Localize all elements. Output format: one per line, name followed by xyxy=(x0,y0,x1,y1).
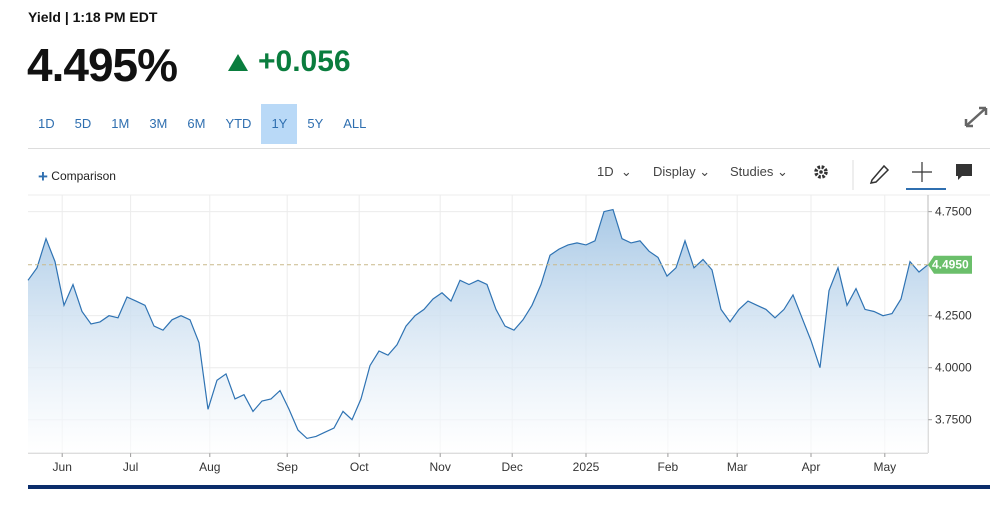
last-value-label: 4.4950 xyxy=(932,258,969,272)
expand-icon[interactable] xyxy=(962,104,990,130)
y-tick-label: 4.0000 xyxy=(935,361,972,375)
x-tick-label: Mar xyxy=(727,460,748,474)
comparison-label: Comparison xyxy=(51,169,116,183)
studies-label: Studies xyxy=(730,164,774,179)
studies-button[interactable]: Studies ⌄ xyxy=(730,164,788,179)
bottom-bar xyxy=(28,485,990,489)
tool-icons xyxy=(814,160,972,190)
range-button[interactable]: ALL xyxy=(343,116,367,131)
range-button[interactable]: 1Y xyxy=(261,104,298,144)
x-tick-label: Sep xyxy=(277,460,299,474)
x-tick-label: Oct xyxy=(350,460,369,474)
area xyxy=(28,209,928,453)
x-tick-label: Feb xyxy=(658,460,679,474)
range-button[interactable]: 1D xyxy=(38,116,55,131)
comment-icon[interactable] xyxy=(956,164,972,180)
x-tick-label: May xyxy=(873,460,896,474)
label: Yield | 1:18 PM EDT xyxy=(28,9,158,25)
price: 4.495% xyxy=(27,39,178,91)
range-button[interactable]: 5Y xyxy=(307,116,324,131)
y-tick-label: 4.2500 xyxy=(935,309,972,323)
interval-label: 1D xyxy=(597,164,614,179)
comparison-button[interactable]: + Comparison xyxy=(38,167,116,186)
crosshair-icon[interactable] xyxy=(912,162,932,182)
range-button[interactable]: 1M xyxy=(111,116,130,131)
x-tick-label: Aug xyxy=(199,460,220,474)
range-button[interactable]: 5D xyxy=(74,116,92,131)
x-tick-label: Nov xyxy=(430,460,451,474)
display-button[interactable]: Display ⌄ xyxy=(653,164,711,179)
up-arrow xyxy=(228,54,248,71)
x-tick-label: 2025 xyxy=(573,460,600,474)
range-button[interactable]: YTD xyxy=(225,116,252,131)
last-value-badge xyxy=(928,255,972,274)
settings-icon[interactable] xyxy=(814,165,828,179)
display-label: Display xyxy=(653,164,696,179)
change: +0.056 xyxy=(258,45,351,78)
draw-icon[interactable] xyxy=(869,164,890,184)
x-tick-label: Jun xyxy=(53,460,72,474)
y-tick-label: 4.7500 xyxy=(935,205,972,219)
range-button[interactable]: 6M xyxy=(187,116,206,131)
x-tick-label: Jul xyxy=(123,460,138,474)
x-tick-label: Dec xyxy=(502,460,523,474)
x-tick-label: Apr xyxy=(802,460,821,474)
divider xyxy=(28,148,990,149)
y-tick-label: 3.7500 xyxy=(935,413,972,427)
range-button[interactable]: 3M xyxy=(149,116,168,131)
line xyxy=(27,208,929,440)
range-buttons: 1D 5D 1M 3M 6M YTD 1Y 5Y ALL xyxy=(28,104,376,144)
interval-button[interactable]: 1D ⌄ xyxy=(597,164,632,179)
